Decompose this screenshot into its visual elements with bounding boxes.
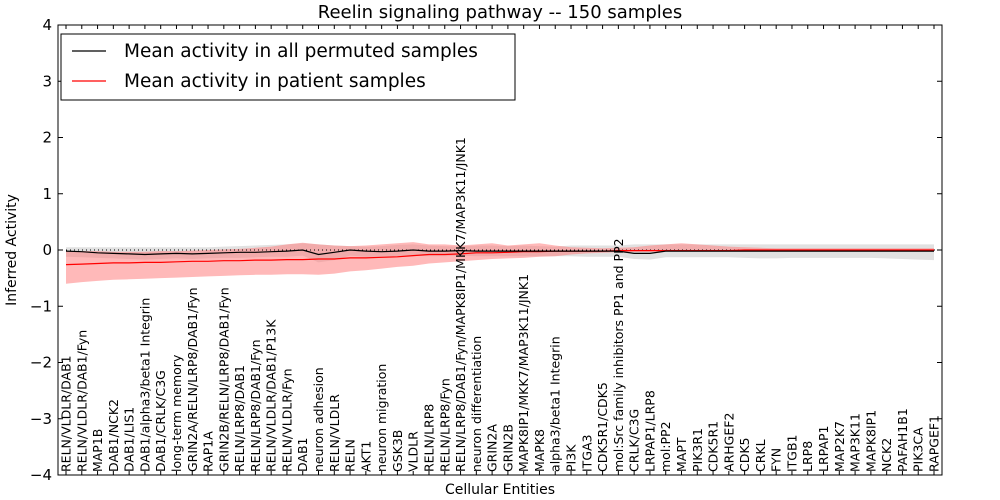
x-tick-label: MAPK8 [532,429,547,472]
y-tick-label: 4 [42,16,52,34]
confidence-bands [66,242,934,284]
x-tick-label: RELN/LRP8 [422,404,437,472]
x-tick-label: DAB1/CRLK/C3G [153,370,168,472]
legend: Mean activity in all permuted samples Mea… [60,33,516,101]
x-tick-label: RELN/VLDLR [327,394,342,472]
x-tick-label: ITGA3 [579,434,594,472]
x-tick-label: CRLK/C3G [627,409,642,472]
x-tick-label: MAPK8IP1 [863,410,878,472]
x-axis-ticks: RELN/VLDLR/DAB1 RELN/VLDLR/DAB1/Fyn MAP1B D… [59,25,942,475]
x-tick-label: RELN/VLDLR/DAB1/Fyn [74,330,89,472]
x-tick-label: RELN/VLDLR/Fyn [279,368,294,471]
x-tick-label: MAP3K11 [848,413,863,472]
x-tick-label: alpha3/beta1 Integrin [548,336,563,472]
x-tick-label: PIK3CA [911,427,926,472]
y-tick-label: 1 [42,185,52,203]
legend-box [60,33,516,101]
legend-label: Mean activity in all permuted samples [124,41,478,62]
x-tick-label: AKT1 [358,441,373,472]
x-tick-label: PI3K [564,444,579,472]
x-tick-label: MAP1B [90,429,105,472]
x-tick-label: DAB1/alpha3/beta1 Integrin [137,298,152,472]
x-axis-label: Cellular Entities [445,482,555,498]
x-tick-label: RELN/VLDLR/DAB1 [59,355,74,472]
line-patient [65,249,934,266]
x-tick-label: ARHGEF2 [721,413,736,472]
x-tick-label: GRIN2B [500,424,515,472]
x-tick-label: CDK5R1/CDK5 [595,382,610,472]
x-tick-label: RELN/LRP8/DAB1 [232,365,247,472]
x-tick-label: FYN [769,448,784,472]
x-tick-label: MAPK8IP1/MKK7/MAP3K11/JNK1 [516,274,531,472]
y-tick-label: −3 [30,410,52,428]
x-tick-label: GRIN2A [485,424,500,472]
x-tick-label: RELN/VLDLR/DAB1/P13K [264,319,279,472]
line-permuted [65,249,934,256]
x-tick-label: CRKL [753,439,768,472]
band-patient [66,242,934,284]
x-tick-label: RELN/LRP8/DAB1/Fyn/MAPK8IP1/MKK7/MAP3K11… [453,137,468,472]
y-tick-label: 3 [42,72,52,90]
x-tick-label: GSK3B [390,430,405,472]
x-tick-label: mol:Src family inhibitors PP1 and PP2 [611,238,626,472]
x-tick-label: LRP8 [800,441,815,472]
x-tick-label: RAPGEF1 [927,415,942,472]
x-tick-label: VLDLR [406,431,421,472]
x-tick-label: RELN [343,439,358,472]
x-tick-label: PIK3R1 [690,428,705,472]
x-tick-label: PAFAH1B1 [895,408,910,472]
x-tick-label: neuron differentiation [469,336,484,472]
y-axis-ticks: −4 −3 −2 −1 0 1 2 3 4 [30,16,942,484]
y-axis-label: Inferred Activity [4,194,20,306]
y-tick-label: −2 [30,354,52,372]
legend-label: Mean activity in patient samples [124,71,426,92]
x-tick-label: RAP1A [201,431,216,472]
x-tick-label: CDK5R1 [706,421,721,472]
x-tick-label: GRIN2A/RELN/LRP8/DAB1/Fyn [185,287,200,472]
x-tick-label: long-term memory [169,354,184,472]
x-tick-label: neuron adhesion [311,367,326,472]
x-tick-label: RELN/LRP8/DAB1/Fyn [248,339,263,472]
y-tick-label: −1 [30,297,52,315]
x-tick-label: neuron migration [374,364,389,472]
x-tick-label: GRIN2B/RELN/LRP8/DAB1/Fyn [216,287,231,472]
x-tick-label: mol:PP2 [658,421,673,472]
x-tick-label: MAPT [674,437,689,472]
x-tick-label: DAB1 [295,437,310,472]
x-tick-label: RELN/LRP8/Fyn [437,378,452,472]
y-tick-label: 2 [42,129,52,147]
x-tick-label: CDK5 [737,437,752,472]
x-tick-label: DAB1/LIS1 [122,407,137,472]
x-tick-label: LRPAP1/LRP8 [642,390,657,472]
y-tick-label: 0 [42,241,52,259]
y-tick-label: −4 [30,466,52,484]
x-tick-label: LRPAP1 [816,426,831,472]
x-tick-label: MAP2K7 [832,421,847,472]
series-lines [65,249,934,266]
x-tick-label: DAB1/NCK2 [106,399,121,472]
chart-title: Reelin signaling pathway -- 150 samples [318,2,682,23]
x-tick-label: NCK2 [879,438,894,472]
x-tick-label: ITGB1 [785,434,800,472]
